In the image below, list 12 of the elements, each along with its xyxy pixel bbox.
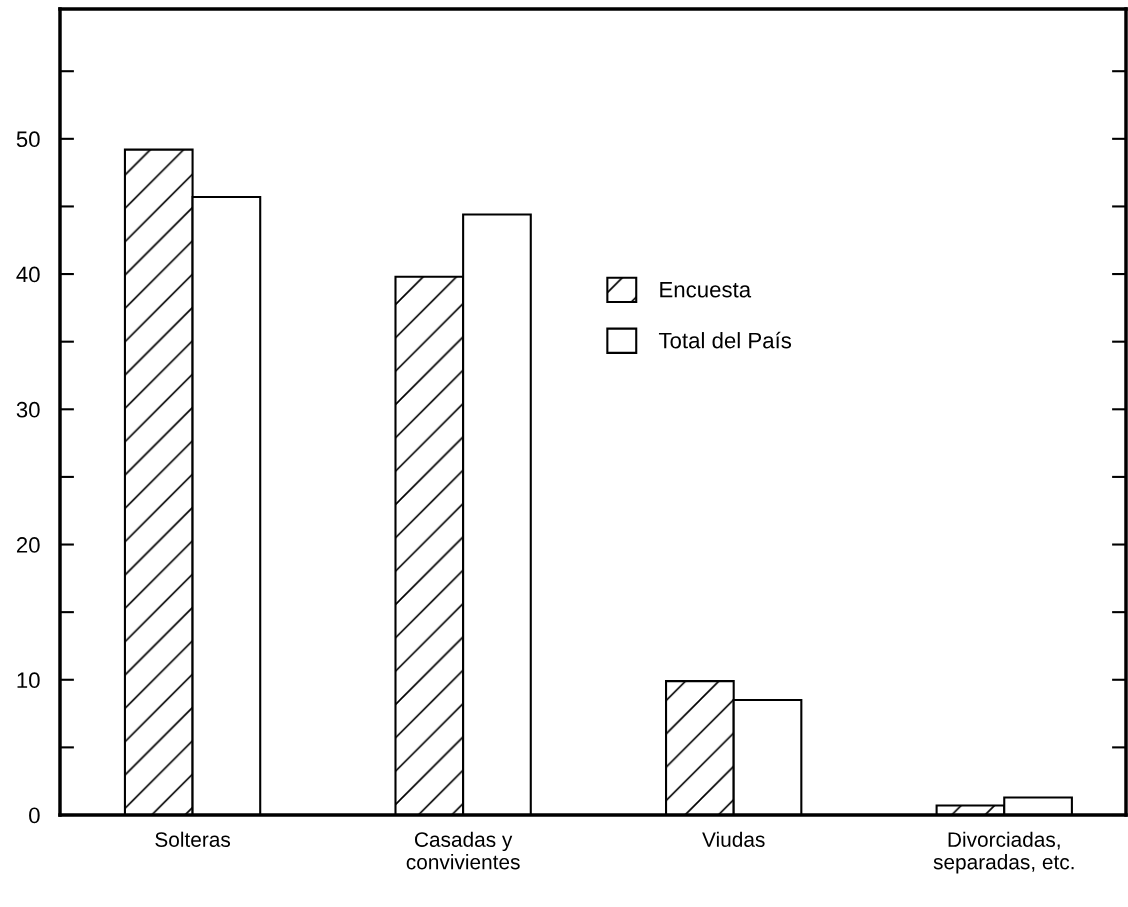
x-tick-label: Casadas y convivientes [406,831,520,870]
y-tick-label: 30 [16,401,40,418]
y-tick-label: 10 [17,672,40,689]
legend-label: Total del País [658,331,792,349]
y-tick-label: 20 [16,537,40,553]
x-tick-label: Solteras [155,831,231,847]
y-tick-label: 50 [16,131,40,148]
x-tick-label: Divorciadas, separadas, etc. [933,831,1074,874]
y-tick-label: 0 [29,807,40,824]
y-tick-label: 40 [16,266,40,283]
x-tick-label: Viudas [702,831,765,847]
legend-label: Encuesta [660,281,752,298]
